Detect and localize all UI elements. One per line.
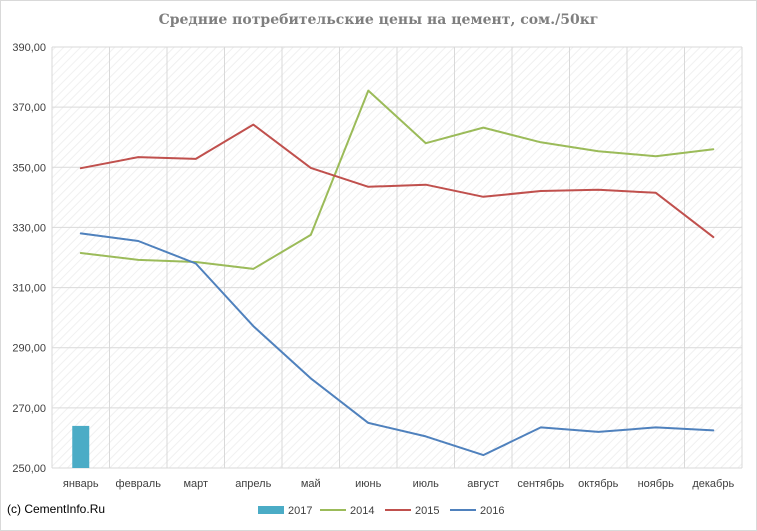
x-tick-label: декабрь: [692, 478, 734, 490]
y-tick-label: 330,00: [12, 222, 46, 234]
line-series: [79, 89, 715, 457]
x-axis: январь февраль март апрель май июнь июль август…: [63, 478, 735, 490]
legend-label-2015: 2015: [415, 505, 439, 517]
bar-series: [72, 425, 90, 468]
x-tick-label: февраль: [116, 478, 162, 490]
x-tick-label: август: [467, 478, 499, 490]
x-tick-label: январь: [63, 478, 99, 490]
x-tick-label: июль: [413, 478, 440, 490]
x-tick-label: апрель: [235, 478, 271, 490]
x-tick-label: сентябрь: [517, 478, 564, 490]
y-tick-label: 250,00: [12, 463, 46, 475]
series-line-2016: [79, 232, 715, 457]
chart-title: Средние потребительские цены на цемент, …: [158, 12, 599, 28]
series-line-2014: [79, 89, 715, 270]
legend-label-2016: 2016: [480, 505, 504, 517]
y-tick-label: 350,00: [12, 162, 46, 174]
x-tick-label: октябрь: [578, 478, 618, 490]
x-tick-label: июнь: [355, 478, 381, 490]
legend-label-2017: 2017: [288, 505, 312, 517]
y-tick-label: 390,00: [12, 42, 46, 54]
legend: 2017 2014 2015 2016: [258, 505, 504, 517]
y-tick-label: 270,00: [12, 403, 46, 415]
x-tick-label: март: [183, 478, 208, 490]
y-axis: 250,00 270,00 290,00 310,00 330,00 350,00 370,…: [12, 42, 46, 475]
series-line-2015: [79, 123, 715, 239]
copyright-text: (c) CementInfo.Ru: [7, 502, 106, 516]
y-tick-label: 290,00: [12, 343, 46, 355]
legend-label-2014: 2014: [350, 505, 374, 517]
x-tick-label: ноябрь: [638, 478, 675, 490]
grid-lines: [51, 46, 743, 469]
legend-swatch-2017: [258, 506, 284, 514]
y-tick-label: 370,00: [12, 102, 46, 114]
y-tick-label: 310,00: [12, 283, 46, 295]
x-tick-label: май: [301, 478, 321, 490]
bar-2017: [72, 425, 90, 468]
